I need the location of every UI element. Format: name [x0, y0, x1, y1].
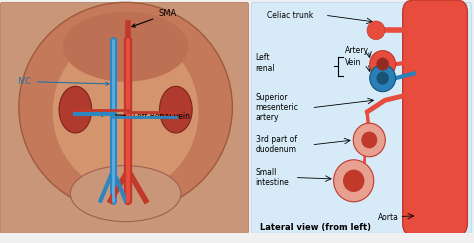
Text: Aorta: Aorta [378, 213, 399, 222]
Text: mesenteric: mesenteric [255, 103, 299, 112]
Text: Small: Small [255, 168, 277, 177]
Circle shape [370, 51, 396, 78]
Text: Vein: Vein [345, 59, 361, 68]
Text: Superior: Superior [255, 94, 288, 103]
Text: Left Renal vein: Left Renal vein [100, 112, 190, 121]
Ellipse shape [63, 12, 188, 82]
Text: SMA: SMA [132, 9, 176, 27]
Circle shape [353, 123, 385, 157]
Circle shape [343, 170, 365, 192]
Ellipse shape [59, 86, 91, 133]
FancyBboxPatch shape [403, 0, 467, 236]
Circle shape [370, 65, 396, 92]
Text: renal: renal [255, 64, 275, 73]
FancyBboxPatch shape [0, 2, 249, 233]
Text: 3rd part of: 3rd part of [255, 135, 297, 145]
Circle shape [334, 160, 374, 202]
Ellipse shape [19, 2, 232, 212]
Circle shape [376, 58, 389, 71]
Text: Left: Left [255, 53, 270, 62]
Text: duodenum: duodenum [255, 145, 297, 154]
Text: Celiac trunk: Celiac trunk [267, 11, 313, 20]
Ellipse shape [70, 166, 181, 222]
Circle shape [361, 131, 377, 148]
Circle shape [367, 21, 385, 40]
Circle shape [376, 72, 389, 85]
Text: IVC: IVC [18, 77, 109, 86]
FancyBboxPatch shape [251, 2, 472, 233]
Ellipse shape [160, 86, 192, 133]
Ellipse shape [53, 33, 199, 191]
Text: artery: artery [255, 113, 279, 122]
Text: intestine: intestine [255, 178, 290, 187]
Text: Artery: Artery [345, 46, 369, 55]
Text: Lateral view (from left): Lateral view (from left) [260, 223, 371, 232]
